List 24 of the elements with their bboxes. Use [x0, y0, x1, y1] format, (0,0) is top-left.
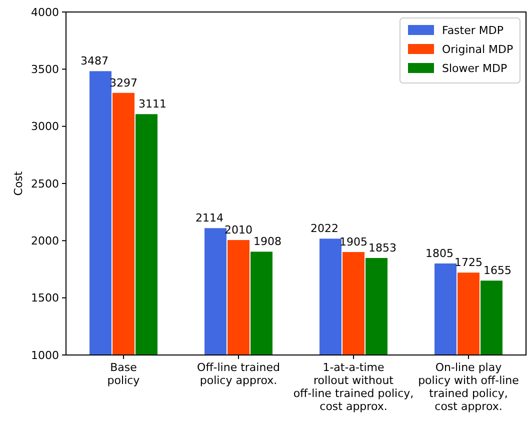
- y-tick-label: 1500: [31, 292, 59, 305]
- x-tick-label: 1-at-a-time rollout without off-line trained policy, cost approx.: [293, 361, 414, 413]
- data-label: 1853: [368, 241, 396, 254]
- legend-label: Original MDP: [442, 42, 514, 56]
- y-tick-label: 2000: [31, 234, 59, 248]
- x-tick-label: Off-line trained policy approx.: [197, 361, 280, 387]
- data-label: 1908: [254, 235, 282, 248]
- y-tick-label: 2500: [31, 177, 59, 190]
- data-label: 1805: [426, 246, 454, 260]
- y-tick-label: 3500: [31, 63, 59, 76]
- legend-label: Slower MDP: [442, 62, 508, 75]
- y-tick-label: 4000: [31, 6, 59, 19]
- data-label: 3111: [138, 98, 166, 111]
- y-axis-title: Cost: [12, 170, 25, 196]
- data-label: 2022: [310, 222, 338, 236]
- x-tick-label: Base policy: [107, 361, 140, 387]
- data-label: 2114: [196, 212, 224, 225]
- data-label: 1655: [484, 264, 512, 278]
- data-label: 1725: [454, 256, 482, 270]
- data-label: 3487: [80, 54, 108, 68]
- y-tick-label: 1000: [31, 348, 59, 362]
- x-tick-label: On-line play policy with off-line trained policy, cost approx.: [418, 361, 520, 413]
- y-tick-label: 3000: [31, 120, 59, 134]
- legend-label: Faster MDP: [442, 24, 504, 37]
